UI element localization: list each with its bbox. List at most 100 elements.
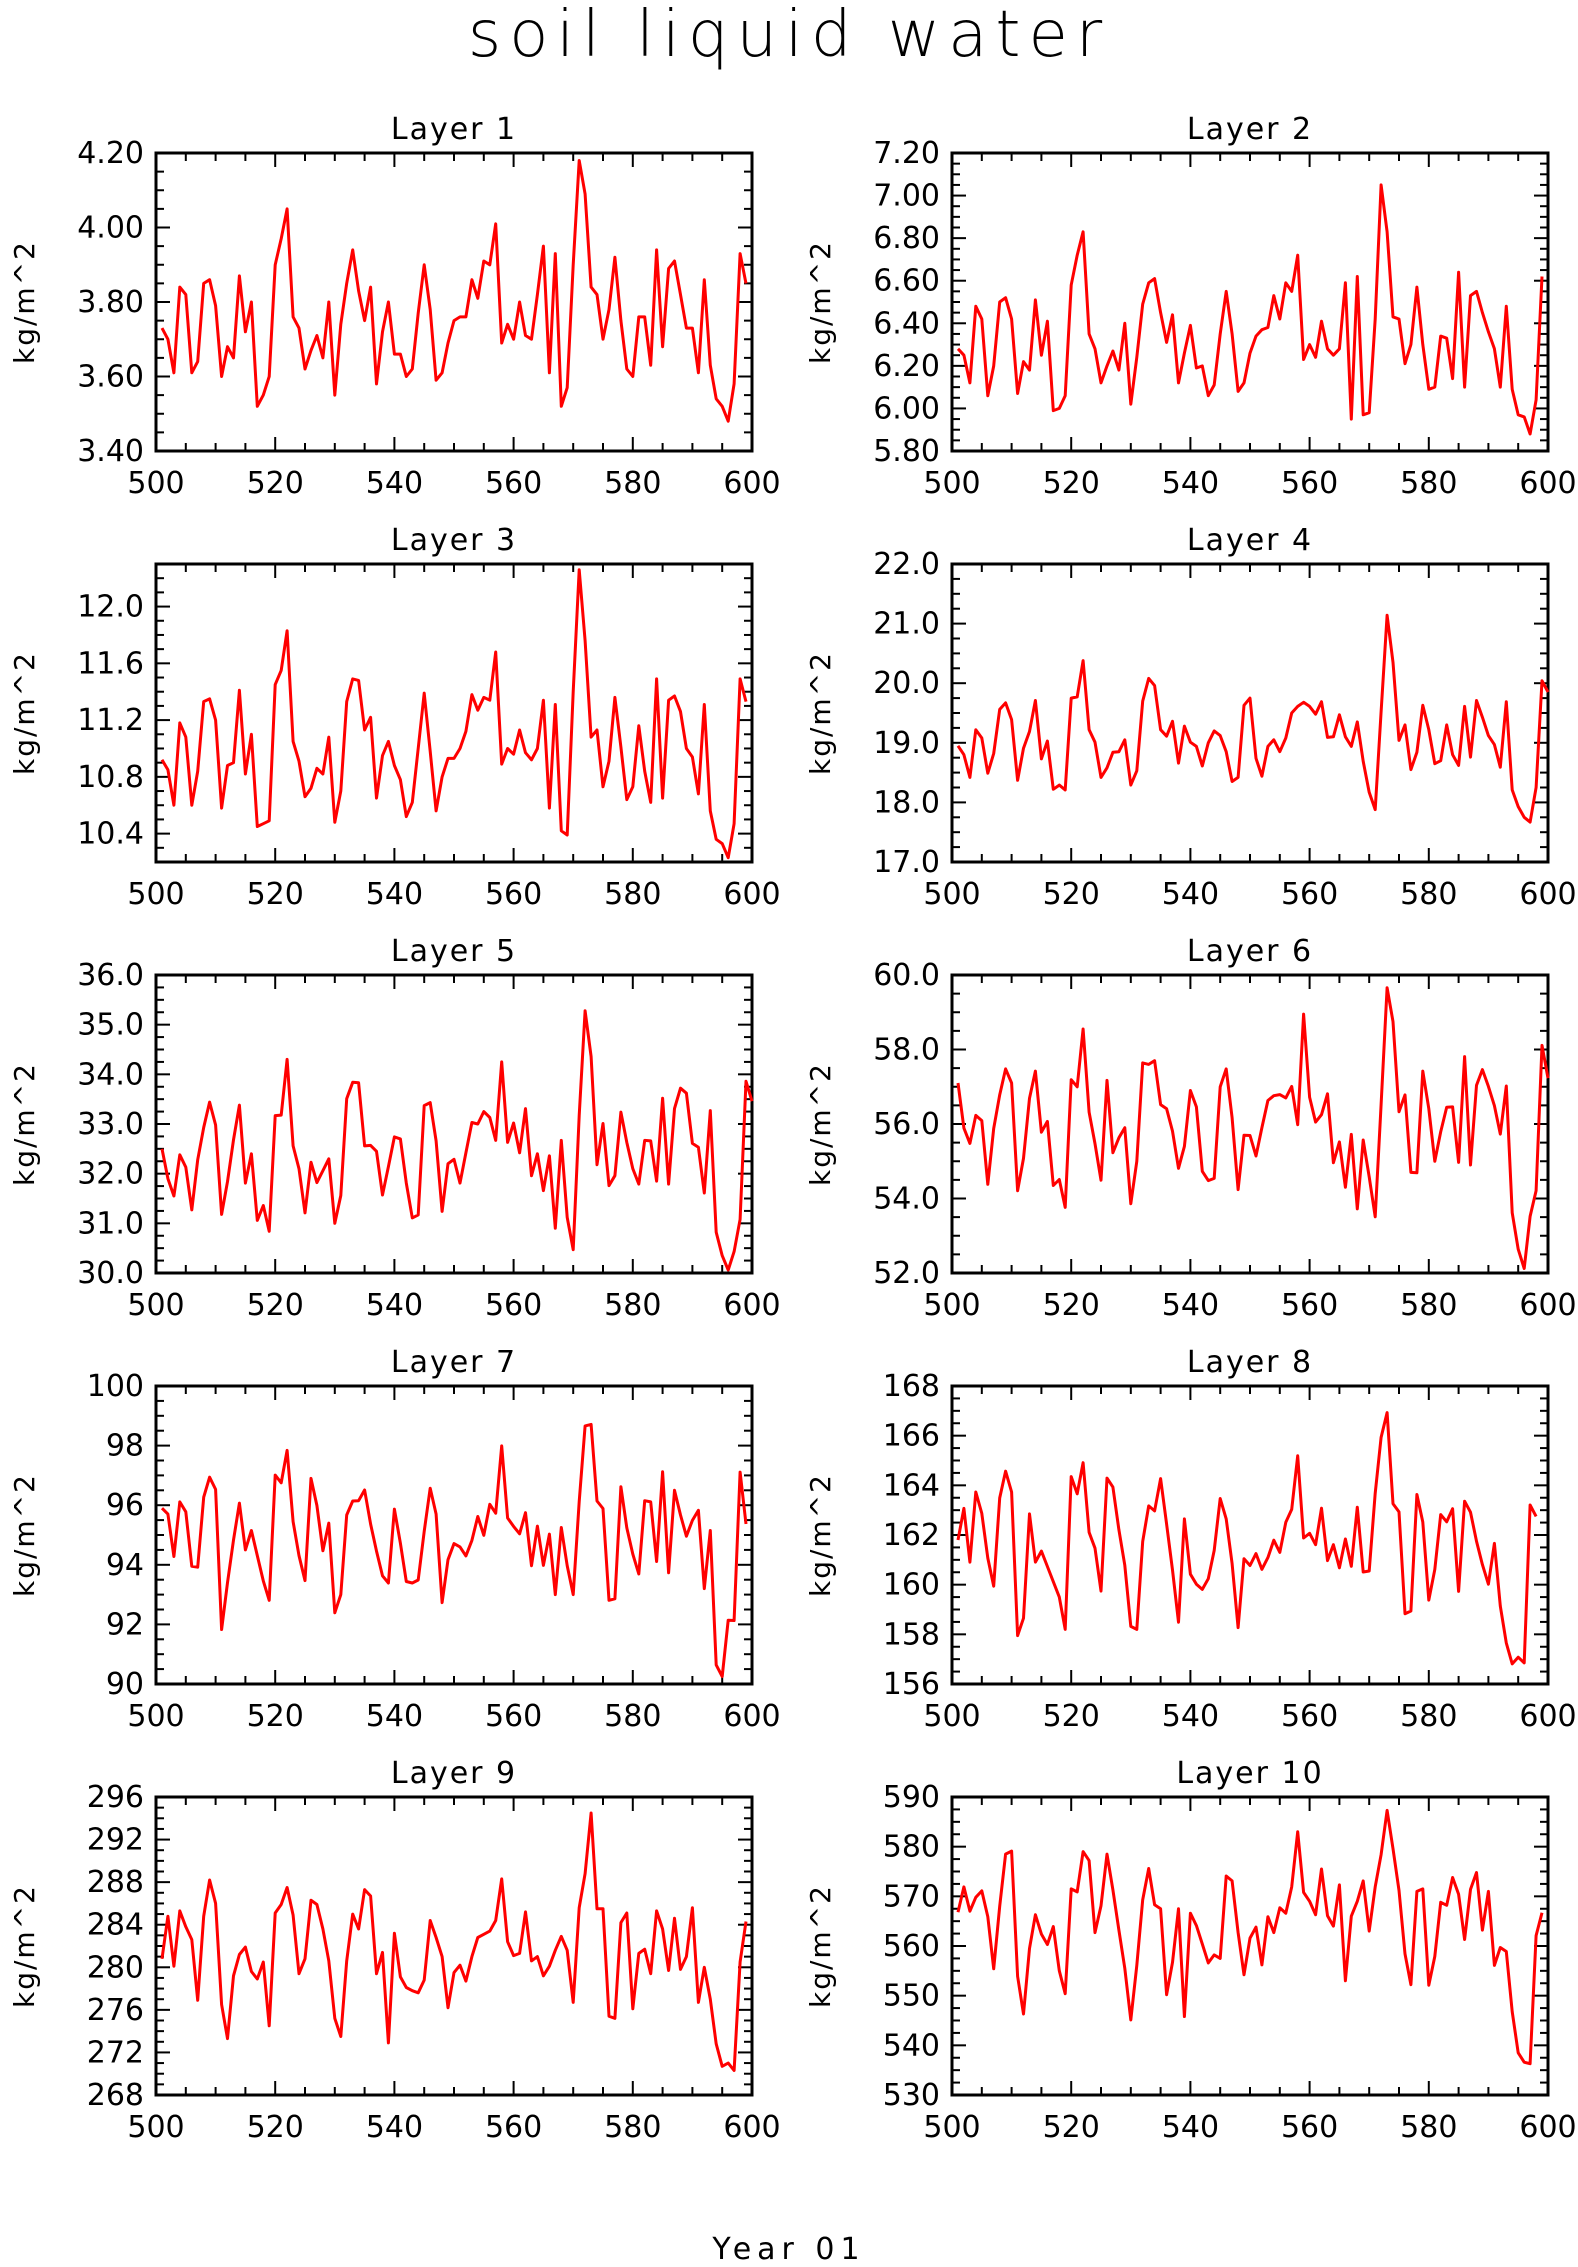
y-axis-label-layer-9: kg/m^2	[8, 1884, 41, 2008]
y-tick-label: 550	[883, 1979, 940, 2014]
x-tick-label: 500	[127, 1699, 184, 1734]
panel-title-layer-5: Layer 5	[391, 934, 517, 969]
panel-layer-4: Layer 4 kg/m^2 500 520 540 560 580 600 17.0 18.0 1…	[804, 523, 1577, 912]
y-tick-label: 33.0	[77, 1107, 144, 1142]
x-tick-label: 500	[923, 2110, 980, 2145]
y-tick-label: 35.0	[77, 1008, 144, 1043]
series-line-layer-7	[160, 1422, 748, 1678]
panel-layer-5: Layer 5 kg/m^2 500 520 540 560 580 600 30.0 31.0 3…	[8, 934, 781, 1323]
y-tick-label: 530	[883, 2078, 940, 2113]
panel-title-layer-7: Layer 7	[391, 1345, 517, 1380]
x-tick-label: 600	[723, 2110, 780, 2145]
plot-frame-layer-2	[950, 151, 1550, 453]
y-tick-label: 31.0	[77, 1206, 144, 1241]
y-tick-label: 168	[883, 1369, 940, 1404]
panel-layer-6: Layer 6 kg/m^2 500 520 540 560 580 600 52.0 54.0 5…	[804, 934, 1577, 1323]
y-tick-label: 164	[883, 1468, 940, 1503]
panel-title-layer-1: Layer 1	[391, 112, 517, 147]
panel-layer-9: Layer 9 kg/m^2 500 520 540 560 580 600 268 272 276…	[8, 1756, 781, 2145]
panel-title-layer-3: Layer 3	[391, 523, 517, 558]
page-title: soil liquid water	[467, 0, 1111, 72]
y-axis-label-layer-4: kg/m^2	[804, 651, 837, 775]
panel-title-layer-9: Layer 9	[391, 1756, 517, 1791]
y-tick-label: 162	[883, 1518, 940, 1553]
x-tick-label: 600	[1519, 2110, 1576, 2145]
y-tick-label: 6.80	[873, 221, 940, 256]
series-line-layer-6	[956, 986, 1550, 1270]
panel-layer-3: Layer 3 kg/m^2 500 520 540 560 580 600 10.4 10.8 1…	[8, 523, 781, 912]
x-tick-label: 500	[127, 2110, 184, 2145]
x-tick-label: 540	[1162, 877, 1219, 912]
y-tick-label: 6.00	[873, 391, 940, 426]
y-tick-label: 100	[87, 1369, 144, 1404]
x-tick-label: 560	[1281, 1699, 1338, 1734]
y-tick-label: 10.4	[77, 817, 144, 852]
x-tick-label: 500	[127, 877, 184, 912]
x-tick-label: 540	[1162, 2110, 1219, 2145]
x-tick-label: 500	[923, 1699, 980, 1734]
x-tick-label: 600	[723, 466, 780, 501]
x-tick-label: 560	[1281, 466, 1338, 501]
x-tick-label: 520	[247, 1699, 304, 1734]
y-tick-label: 18.0	[873, 785, 940, 820]
y-tick-label: 280	[87, 1950, 144, 1985]
x-tick-label: 520	[1043, 2110, 1100, 2145]
y-tick-label: 560	[883, 1929, 940, 1964]
y-tick-label: 56.0	[873, 1107, 940, 1142]
x-tick-label: 540	[1162, 1288, 1219, 1323]
x-tick-label: 520	[1043, 1699, 1100, 1734]
x-tick-label: 520	[247, 877, 304, 912]
y-tick-label: 11.6	[77, 646, 144, 681]
y-tick-label: 3.40	[77, 434, 144, 469]
x-tick-label: 560	[485, 466, 542, 501]
x-tick-label: 600	[1519, 1699, 1576, 1734]
x-tick-label: 600	[723, 1288, 780, 1323]
x-tick-label: 600	[723, 877, 780, 912]
y-tick-label: 272	[87, 2035, 144, 2070]
panel-layer-1: Layer 1 kg/m^2 500 520 540 560 580 600 3.40 3.60 3…	[8, 112, 781, 501]
plot-frame-layer-8	[950, 1384, 1550, 1686]
plot-frame-layer-1	[154, 151, 754, 453]
y-tick-label: 36.0	[77, 958, 144, 993]
x-tick-label: 520	[247, 1288, 304, 1323]
y-tick-label: 6.40	[873, 306, 940, 341]
series-line-layer-4	[956, 613, 1550, 824]
y-axis-label-layer-5: kg/m^2	[8, 1062, 41, 1186]
y-tick-label: 540	[883, 2028, 940, 2063]
y-tick-label: 6.60	[873, 264, 940, 299]
y-tick-label: 570	[883, 1879, 940, 1914]
y-tick-label: 276	[87, 1993, 144, 2028]
y-tick-label: 160	[883, 1568, 940, 1603]
y-tick-label: 7.00	[873, 179, 940, 214]
x-tick-label: 540	[366, 1288, 423, 1323]
x-tick-label: 520	[1043, 1288, 1100, 1323]
y-axis-label-layer-8: kg/m^2	[804, 1473, 837, 1597]
x-tick-label: 560	[485, 2110, 542, 2145]
x-tick-label: 520	[1043, 466, 1100, 501]
panel-layer-10: Layer 10 kg/m^2 500 520 540 560 580 600 530 540 55…	[804, 1756, 1577, 2145]
x-tick-label: 580	[1400, 877, 1457, 912]
x-tick-label: 600	[1519, 1288, 1576, 1323]
panel-title-layer-8: Layer 8	[1187, 1345, 1313, 1380]
x-tick-label: 580	[604, 877, 661, 912]
x-tick-label: 580	[1400, 466, 1457, 501]
x-tick-label: 580	[1400, 1699, 1457, 1734]
y-tick-label: 158	[883, 1617, 940, 1652]
bottom-label: Year 01	[712, 2232, 866, 2267]
panel-title-layer-6: Layer 6	[1187, 934, 1313, 969]
x-tick-label: 580	[1400, 2110, 1457, 2145]
y-tick-label: 96	[106, 1488, 144, 1523]
y-tick-label: 3.80	[77, 285, 144, 320]
x-tick-label: 520	[1043, 877, 1100, 912]
y-axis-label-layer-2: kg/m^2	[804, 240, 837, 364]
y-tick-label: 17.0	[873, 845, 940, 880]
x-tick-label: 500	[923, 1288, 980, 1323]
y-tick-label: 284	[87, 1908, 144, 1943]
x-tick-label: 580	[604, 2110, 661, 2145]
x-tick-label: 580	[1400, 1288, 1457, 1323]
series-line-layer-5	[160, 1009, 754, 1272]
y-tick-label: 5.80	[873, 434, 940, 469]
y-tick-label: 268	[87, 2078, 144, 2113]
y-tick-label: 292	[87, 1823, 144, 1858]
panel-title-layer-2: Layer 2	[1187, 112, 1313, 147]
